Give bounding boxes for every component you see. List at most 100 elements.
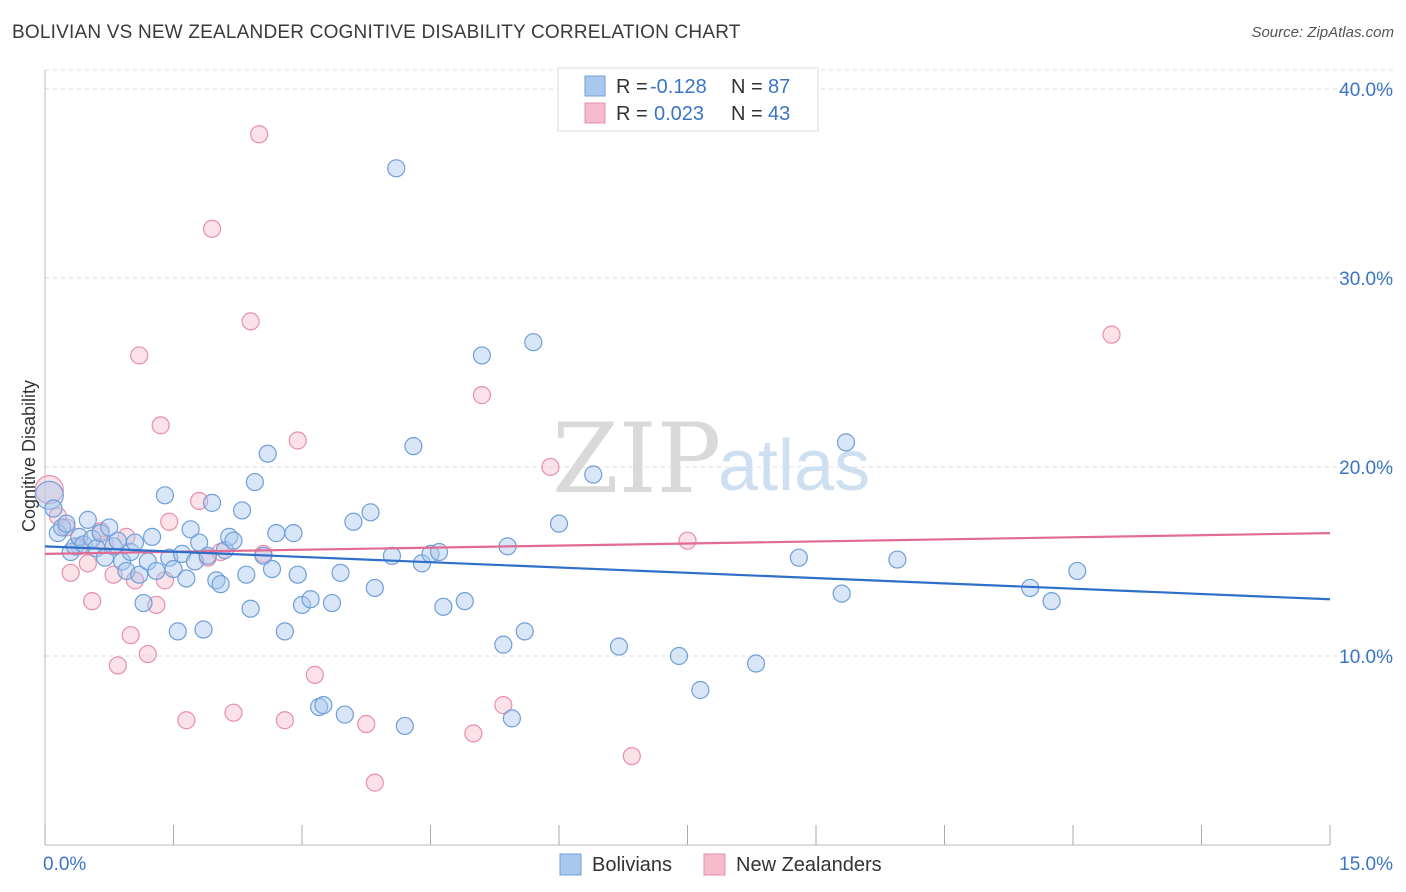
- bolivians-trend-line: [44, 545, 1331, 601]
- y-tick-label: 40.0%: [1339, 80, 1393, 101]
- stats-legend-swatch-blue: [584, 75, 606, 97]
- bolivians-point: [301, 590, 320, 609]
- bolivians-point: [746, 654, 766, 673]
- bolivians-point: [237, 565, 256, 584]
- bolivians-point: [177, 569, 196, 588]
- source-label: Source: ZipAtlas.com: [1251, 24, 1394, 41]
- new-zealanders-point: [541, 457, 560, 477]
- y-tick-label: 10.0%: [1339, 647, 1393, 668]
- bolivians-point: [888, 550, 907, 569]
- y-axis-title: Cognitive Disability: [19, 380, 39, 532]
- bolivians-point: [1068, 561, 1087, 581]
- bolivians-point: [258, 444, 277, 463]
- bolivians-point: [275, 622, 294, 641]
- x-tick-label: 15.0%: [1339, 854, 1393, 875]
- new-zealanders-point: [622, 747, 641, 766]
- bolivians-point: [44, 499, 63, 518]
- bolivians-point: [57, 514, 76, 533]
- new-zealanders-point: [108, 656, 127, 675]
- bolivians-point: [609, 637, 629, 656]
- series-legend-swatch-bolivians[interactable]: [559, 853, 582, 876]
- series-legend: Bolivians New Zealanders: [559, 853, 882, 876]
- new-zealanders-point: [1102, 325, 1121, 344]
- bolivians-point: [164, 559, 183, 579]
- bolivians-point: [836, 433, 856, 452]
- bolivians-point: [232, 501, 252, 520]
- bolivians-point: [284, 524, 303, 543]
- chart-title: BOLIVIAN VS NEW ZEALANDER COGNITIVE DISA…: [12, 22, 741, 43]
- bolivians-point: [335, 705, 354, 724]
- bolivians-point: [365, 578, 384, 598]
- x-tick-label: 0.0%: [43, 854, 86, 875]
- new-zealanders-point: [472, 386, 491, 405]
- new-zealanders-point: [464, 724, 483, 743]
- new-zealanders-point: [241, 312, 260, 331]
- bolivians-point: [100, 518, 119, 537]
- new-zealanders-point: [305, 665, 324, 684]
- bolivians-point: [832, 584, 851, 603]
- new-zealanders-point: [494, 696, 513, 715]
- bolivians-point: [134, 593, 153, 613]
- bolivians-point: [125, 533, 145, 552]
- bolivians-point: [669, 646, 689, 666]
- new-zealanders-point: [250, 125, 269, 144]
- bolivians-point: [224, 531, 243, 550]
- bolivians-point: [78, 510, 97, 529]
- bolivians-point: [181, 520, 200, 539]
- stats-r-value-pink: 0.023: [654, 103, 704, 125]
- watermark-zip: ZIP: [552, 403, 721, 515]
- bolivians-point: [288, 565, 307, 584]
- y-tick-label: 30.0%: [1339, 269, 1393, 290]
- bolivians-point: [584, 465, 603, 484]
- series-legend-swatch-new-zealanders[interactable]: [703, 853, 726, 876]
- new-zealanders-point: [78, 554, 97, 573]
- new-zealanders-point: [138, 644, 157, 664]
- bolivians-point: [434, 597, 453, 616]
- bolivians-point: [472, 346, 491, 365]
- new-zealanders-point: [61, 563, 80, 582]
- stats-r-label-pink: R =: [616, 103, 648, 125]
- bolivians-point: [387, 159, 406, 178]
- bolivians-point: [262, 559, 282, 579]
- stats-n-value-pink: 43: [768, 103, 790, 125]
- stats-r-value-blue: -0.128: [650, 76, 707, 98]
- bolivians-point: [322, 593, 342, 613]
- x-ticks: [44, 825, 1331, 845]
- bolivians-point: [404, 437, 423, 456]
- bolivians-point: [314, 696, 333, 715]
- new-zealanders-point: [365, 773, 384, 792]
- bolivians-point: [211, 575, 230, 594]
- new-zealanders-point: [177, 711, 196, 730]
- bolivians-point: [344, 512, 363, 531]
- bolivians-point: [168, 622, 187, 641]
- bolivians-point: [241, 599, 260, 618]
- watermark: ZIP atlas: [552, 403, 870, 515]
- bolivians-point: [549, 514, 569, 533]
- bolivians-point: [789, 548, 808, 567]
- stats-n-label-pink: N =: [731, 103, 763, 125]
- bolivians-point: [130, 565, 149, 584]
- bolivians-point: [502, 709, 521, 728]
- series-legend-label-bolivians[interactable]: Bolivians: [592, 854, 672, 876]
- new-zealanders-point: [121, 626, 140, 645]
- bolivians-point: [524, 333, 543, 352]
- stats-r-label-blue: R =: [616, 76, 648, 98]
- series-legend-label-new-zealanders[interactable]: New Zealanders: [736, 854, 882, 876]
- stats-n-value-blue: 87: [768, 76, 790, 98]
- new-zealanders-point: [151, 416, 170, 435]
- watermark-atlas: atlas: [718, 426, 870, 506]
- new-zealanders-point: [224, 703, 243, 722]
- bolivians-point: [515, 622, 534, 641]
- bolivians-point: [34, 480, 64, 510]
- bolivians-point: [267, 524, 286, 543]
- stats-legend: R = -0.128 N = 87 R = 0.023 N = 43: [557, 67, 819, 132]
- y-tick-label: 20.0%: [1339, 458, 1393, 479]
- new-zealanders-trend-line: [44, 532, 1331, 556]
- bolivians-point: [202, 493, 222, 512]
- bolivians-points: [34, 159, 1087, 736]
- new-zealanders-point: [83, 592, 102, 611]
- bolivians-point: [198, 546, 217, 565]
- bolivians-point: [361, 503, 380, 522]
- stats-legend-swatch-pink: [584, 102, 606, 124]
